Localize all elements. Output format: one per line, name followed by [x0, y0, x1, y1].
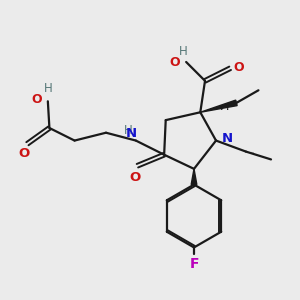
Text: H: H [124, 124, 133, 137]
Text: H: H [44, 82, 53, 95]
Text: O: O [170, 56, 181, 69]
Text: ····: ···· [208, 105, 232, 115]
Text: O: O [19, 148, 30, 160]
Text: N: N [222, 133, 233, 146]
Text: O: O [233, 61, 244, 74]
Text: H: H [179, 45, 188, 58]
Text: O: O [32, 93, 42, 106]
Polygon shape [191, 169, 197, 184]
Text: F: F [189, 257, 199, 272]
Polygon shape [200, 100, 237, 112]
Text: N: N [125, 127, 136, 140]
Text: methyl: methyl [250, 152, 254, 153]
Text: O: O [129, 171, 140, 184]
